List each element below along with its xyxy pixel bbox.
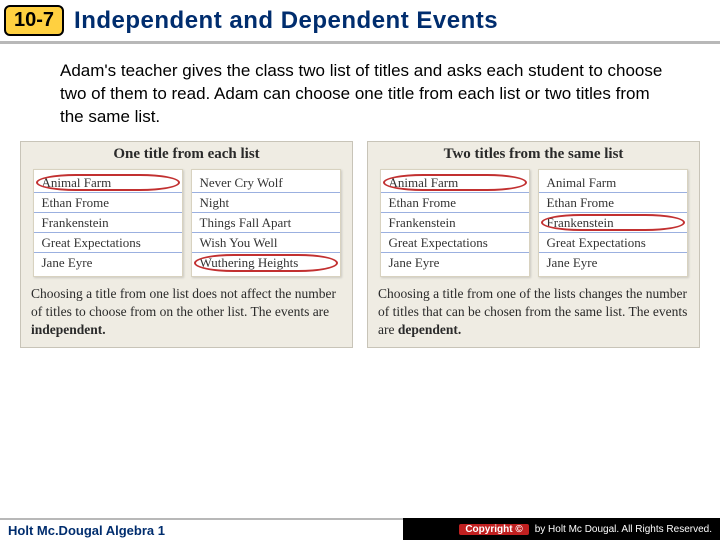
caption-text: Choosing a title from one list does not … (31, 286, 336, 319)
footer-source: Holt Mc.Dougal Algebra 1 (0, 518, 403, 540)
panel-caption: Choosing a title from one list does not … (27, 285, 346, 340)
list-card-b: Never Cry WolfNightThings Fall ApartWish… (191, 169, 341, 277)
list-item: Animal Farm (381, 173, 529, 193)
page-title: Independent and Dependent Events (74, 7, 498, 35)
footer-copyright: Copyright © by Holt Mc Dougal. All Right… (403, 518, 720, 540)
list-item: Jane Eyre (381, 253, 529, 273)
list-item: Frankenstein (539, 213, 687, 233)
list-item: Animal Farm (539, 173, 687, 193)
panel-caption: Choosing a title from one of the lists c… (374, 285, 693, 340)
list-item: Things Fall Apart (192, 213, 340, 233)
section-number-badge: 10-7 (4, 5, 64, 36)
list-item: Animal Farm (34, 173, 182, 193)
list-card-a: Animal FarmEthan FromeFrankensteinGreat … (33, 169, 183, 277)
lists-pair: Animal FarmEthan FromeFrankensteinGreat … (27, 169, 346, 277)
list-item: Great Expectations (34, 233, 182, 253)
list-item: Frankenstein (381, 213, 529, 233)
list-card-a: Animal FarmEthan FromeFrankensteinGreat … (380, 169, 530, 277)
list-item: Never Cry Wolf (192, 173, 340, 193)
list-item: Ethan Frome (34, 193, 182, 213)
panel-title: One title from each list (27, 146, 346, 163)
list-item: Ethan Frome (539, 193, 687, 213)
page-footer: Holt Mc.Dougal Algebra 1 Copyright © by … (0, 518, 720, 540)
caption-keyword: independent. (31, 322, 106, 337)
list-item: Great Expectations (539, 233, 687, 253)
list-item: Ethan Frome (381, 193, 529, 213)
list-item: Wish You Well (192, 233, 340, 253)
list-item: Great Expectations (381, 233, 529, 253)
list-item: Jane Eyre (34, 253, 182, 273)
list-item: Night (192, 193, 340, 213)
page-header: 10-7 Independent and Dependent Events (0, 0, 720, 44)
list-item: Wuthering Heights (192, 253, 340, 273)
list-item: Frankenstein (34, 213, 182, 233)
list-card-b: Animal FarmEthan FromeFrankensteinGreat … (538, 169, 688, 277)
intro-paragraph: Adam's teacher gives the class two list … (0, 44, 720, 141)
copyright-badge: Copyright © (459, 524, 528, 535)
list-item: Jane Eyre (539, 253, 687, 273)
caption-keyword: dependent. (398, 322, 461, 337)
lists-pair: Animal FarmEthan FromeFrankensteinGreat … (374, 169, 693, 277)
panel-title: Two titles from the same list (374, 146, 693, 163)
panel-independent: One title from each list Animal FarmEtha… (20, 141, 353, 349)
panel-dependent: Two titles from the same list Animal Far… (367, 141, 700, 349)
example-panels: One title from each list Animal FarmEtha… (0, 141, 720, 349)
copyright-text: by Holt Mc Dougal. All Rights Reserved. (535, 524, 712, 535)
